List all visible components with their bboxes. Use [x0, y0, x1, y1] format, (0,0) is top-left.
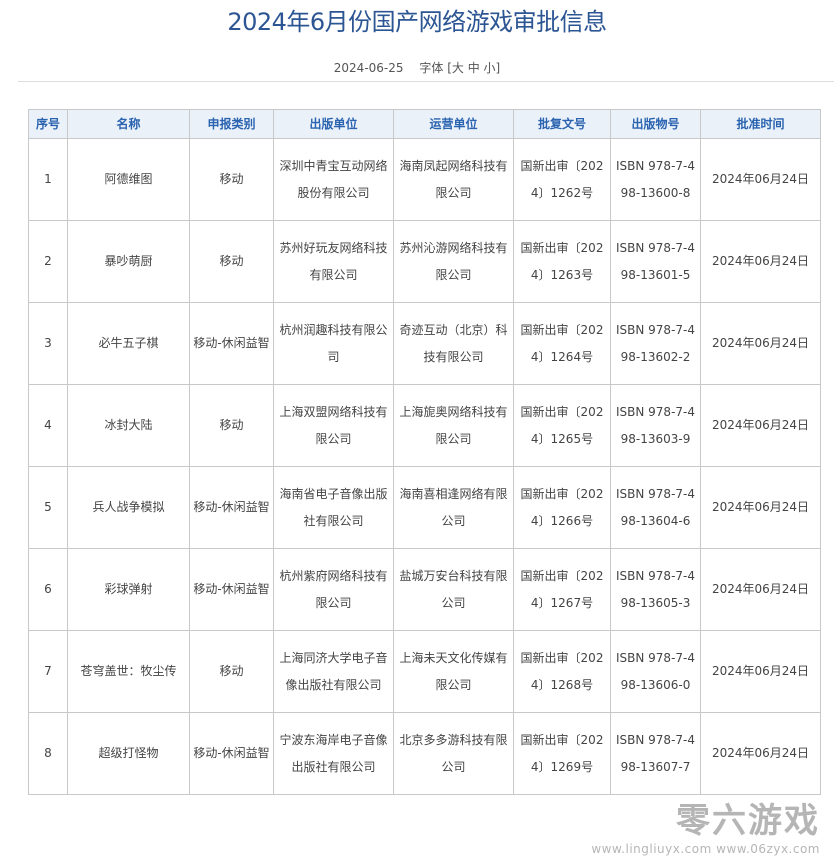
table-cell: ISBN 978-7-498-13607-7: [610, 712, 701, 795]
table-cell: 2: [28, 220, 68, 303]
table-cell: 4: [28, 384, 68, 467]
article-meta: 2024-06-25 字体 [大 中 小]: [0, 59, 834, 76]
page-title: 2024年6月份国产网络游戏审批信息: [227, 8, 607, 36]
table-cell: 超级打怪物: [67, 712, 190, 795]
table-cell: 2024年06月24日: [700, 548, 821, 631]
table-cell: 2024年06月24日: [700, 384, 821, 467]
table-cell: 移动-休闲益智: [189, 548, 274, 631]
table-cell: 国新出审〔2024〕1264号: [513, 302, 611, 385]
table-cell: ISBN 978-7-498-13604-6: [610, 466, 701, 549]
table-cell: 暴吵萌厨: [67, 220, 190, 303]
table-cell: 兵人战争模拟: [67, 466, 190, 549]
column-header: 出版物号: [610, 109, 701, 139]
table-cell: ISBN 978-7-498-13602-2: [610, 302, 701, 385]
table-cell: ISBN 978-7-498-13601-5: [610, 220, 701, 303]
table-cell: ISBN 978-7-498-13605-3: [610, 548, 701, 631]
table-cell: 国新出审〔2024〕1263号: [513, 220, 611, 303]
table-cell: 上海同济大学电子音像出版社有限公司: [273, 630, 394, 713]
table-row: 7 苍穹盖世：牧尘传 移动 上海同济大学电子音像出版社有限公司 上海未天文化传媒有限公司…: [28, 630, 821, 713]
table-row: 8 超级打怪物 移动-休闲益智 宁波东海岸电子音像出版社有限公司 北京多多游科技有限公司…: [28, 712, 821, 795]
table-cell: 国新出审〔2024〕1267号: [513, 548, 611, 631]
table-cell: 上海未天文化传媒有限公司: [393, 630, 514, 713]
table-cell: 海南省电子音像出版社有限公司: [273, 466, 394, 549]
table-cell: ISBN 978-7-498-13600-8: [610, 138, 701, 221]
watermark-logo: 零六游戏 www.lingliuyx.com www.06zyx.com: [0, 795, 834, 863]
table-cell: 移动-休闲益智: [189, 466, 274, 549]
table-cell: 3: [28, 302, 68, 385]
table-cell: 移动: [189, 384, 274, 467]
font-size-switcher[interactable]: [大 中 小]: [447, 61, 501, 75]
table-cell: 苏州沁游网络科技有限公司: [393, 220, 514, 303]
table-cell: 盐城万安台科技有限公司: [393, 548, 514, 631]
table-cell: 移动-休闲益智: [189, 302, 274, 385]
table-cell: 2024年06月24日: [700, 466, 821, 549]
table-container: 序号 名称 申报类别 出版单位 运营单位 批复文号 出版物号 批准时间 1 阿德维图 移动 深圳中青…: [28, 109, 821, 795]
table-cell: 冰封大陆: [67, 384, 190, 467]
watermark-urls: www.lingliuyx.com www.06zyx.com: [591, 842, 820, 856]
table-cell: 杭州紫府网络科技有限公司: [273, 548, 394, 631]
table-cell: 移动: [189, 138, 274, 221]
table-cell: 移动: [189, 220, 274, 303]
table-cell: 必牛五子棋: [67, 302, 190, 385]
table-cell: 上海双盟网络科技有限公司: [273, 384, 394, 467]
table-cell: 海南凤起网络科技有限公司: [393, 138, 514, 221]
table-cell: 7: [28, 630, 68, 713]
table-cell: ISBN 978-7-498-13606-0: [610, 630, 701, 713]
approval-table: 序号 名称 申报类别 出版单位 运营单位 批复文号 出版物号 批准时间 1 阿德维图 移动 深圳中青…: [28, 109, 821, 795]
table-cell: 国新出审〔2024〕1269号: [513, 712, 611, 795]
table-row: 4 冰封大陆 移动 上海双盟网络科技有限公司 上海旎奥网络科技有限公司 国新出审〔2024…: [28, 384, 821, 467]
column-header: 批复文号: [513, 109, 611, 139]
watermark-brand: 零六游戏: [676, 801, 820, 841]
column-header: 运营单位: [393, 109, 514, 139]
table-cell: 海南喜相逢网络有限公司: [393, 466, 514, 549]
table-cell: 深圳中青宝互动网络股份有限公司: [273, 138, 394, 221]
table-cell: 宁波东海岸电子音像出版社有限公司: [273, 712, 394, 795]
table-cell: 2024年06月24日: [700, 302, 821, 385]
table-cell: 2024年06月24日: [700, 712, 821, 795]
column-header: 批准时间: [700, 109, 821, 139]
table-row: 5 兵人战争模拟 移动-休闲益智 海南省电子音像出版社有限公司 海南喜相逢网络有限公司国…: [28, 466, 821, 549]
column-header: 序号: [28, 109, 68, 139]
table-cell: 国新出审〔2024〕1268号: [513, 630, 611, 713]
table-cell: 杭州润趣科技有限公司: [273, 302, 394, 385]
table-cell: 6: [28, 548, 68, 631]
table-row: 2 暴吵萌厨 移动 苏州好玩友网络科技有限公司 苏州沁游网络科技有限公司 国新出审〔202…: [28, 220, 821, 303]
table-cell: 8: [28, 712, 68, 795]
table-cell: 国新出审〔2024〕1262号: [513, 138, 611, 221]
table-cell: 奇迹互动（北京）科技有限公司: [393, 302, 514, 385]
table-row: 6 彩球弹射 移动-休闲益智 杭州紫府网络科技有限公司 盐城万安台科技有限公司 国新出审〔…: [28, 548, 821, 631]
table-cell: 5: [28, 466, 68, 549]
divider: [18, 81, 834, 82]
table-cell: 上海旎奥网络科技有限公司: [393, 384, 514, 467]
column-header: 出版单位: [273, 109, 394, 139]
table-row: 3 必牛五子棋 移动-休闲益智 杭州润趣科技有限公司 奇迹互动（北京）科技有限公司 国新出…: [28, 302, 821, 385]
table-cell: ISBN 978-7-498-13603-9: [610, 384, 701, 467]
table-cell: 苏州好玩友网络科技有限公司: [273, 220, 394, 303]
table-row: 1 阿德维图 移动 深圳中青宝互动网络股份有限公司 海南凤起网络科技有限公司 国新出审〔2…: [28, 138, 821, 221]
table-cell: 苍穹盖世：牧尘传: [67, 630, 190, 713]
font-size-label: 字体 [大 中 小]: [419, 61, 501, 75]
table-cell: 1: [28, 138, 68, 221]
table-cell: 2024年06月24日: [700, 220, 821, 303]
table-cell: 2024年06月24日: [700, 630, 821, 713]
table-header: 序号 名称 申报类别 出版单位 运营单位 批复文号 出版物号 批准时间: [28, 109, 821, 139]
table-cell: 移动-休闲益智: [189, 712, 274, 795]
table-cell: 国新出审〔2024〕1265号: [513, 384, 611, 467]
table-cell: 2024年06月24日: [700, 138, 821, 221]
table-cell: 国新出审〔2024〕1266号: [513, 466, 611, 549]
table-cell: 阿德维图: [67, 138, 190, 221]
column-header: 名称: [67, 109, 190, 139]
table-cell: 北京多多游科技有限公司: [393, 712, 514, 795]
column-header: 申报类别: [189, 109, 274, 139]
table-cell: 彩球弹射: [67, 548, 190, 631]
publish-date: 2024-06-25: [333, 61, 404, 75]
table-cell: 移动: [189, 630, 274, 713]
